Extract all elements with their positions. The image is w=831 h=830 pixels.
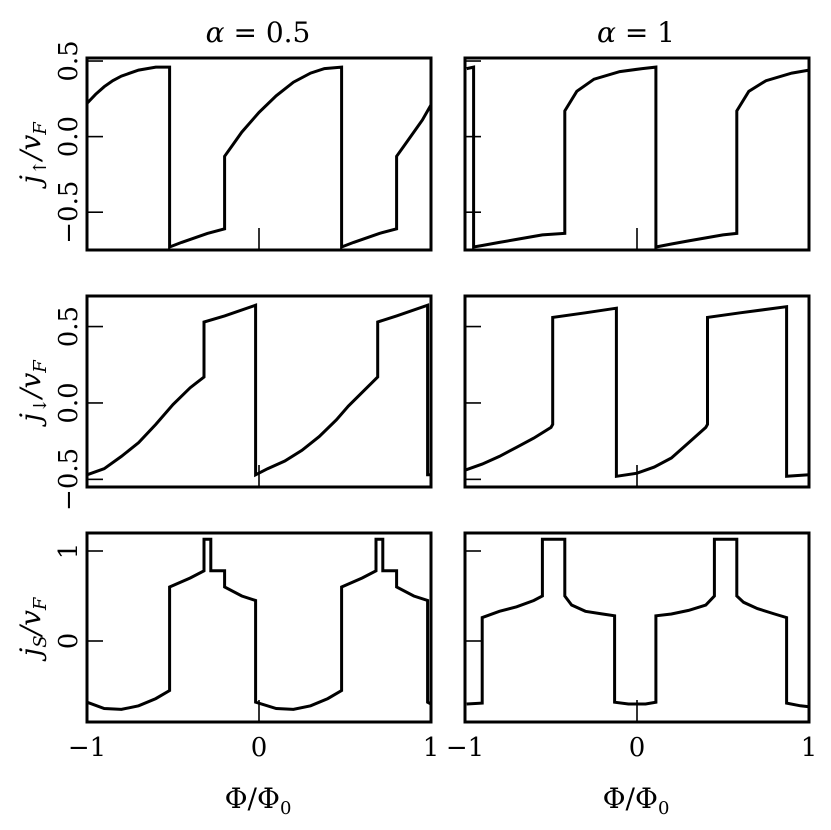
x-tick-label: 1 bbox=[423, 733, 440, 763]
y-tick-label: 0.5 bbox=[54, 306, 84, 347]
y-tick-label: 0.0 bbox=[54, 116, 84, 157]
axes-frame bbox=[85, 56, 433, 252]
xlabel-col-1: Φ/Φ0 bbox=[603, 782, 670, 819]
ylabel-row-2: jS/vF bbox=[14, 596, 51, 662]
col-title-0: α = 0.5 bbox=[206, 16, 311, 49]
y-tick-label: −0.5 bbox=[54, 181, 84, 244]
axes-frame bbox=[85, 294, 433, 489]
y-tick-label: 0 bbox=[54, 633, 84, 650]
axes-frame bbox=[463, 531, 811, 724]
col-title-1: α = 1 bbox=[597, 16, 675, 49]
panel-r1-c1 bbox=[463, 294, 811, 489]
y-tick-label: −0.5 bbox=[54, 448, 84, 511]
series-line-0 bbox=[466, 65, 810, 249]
x-tick-label: −1 bbox=[68, 733, 106, 763]
ylabel-row-1: j↓/vF bbox=[14, 359, 51, 428]
ylabel-row-0: j↑/vF bbox=[14, 121, 51, 190]
series-line-0 bbox=[464, 304, 810, 479]
x-tick-label: 1 bbox=[801, 733, 818, 763]
x-tick-label: −1 bbox=[446, 733, 484, 763]
x-tick-label: 0 bbox=[629, 733, 646, 763]
axes-frame bbox=[463, 294, 811, 489]
series-line-0 bbox=[86, 303, 431, 478]
series-line-0 bbox=[466, 537, 810, 709]
y-tick-label: 0.5 bbox=[54, 40, 84, 81]
panel-r0-c1 bbox=[463, 56, 811, 252]
axes-frame bbox=[85, 531, 433, 724]
panel-r2-c1: −1 0 1 bbox=[446, 531, 818, 763]
xlabel-col-0: Φ/Φ0 bbox=[225, 782, 292, 819]
y-tick-label: 0.0 bbox=[54, 382, 84, 423]
series-line-0 bbox=[86, 537, 432, 711]
panel-r0-c0: −0.5 0.0 0.5 bbox=[54, 40, 433, 252]
y-tick-label: 1 bbox=[54, 543, 84, 560]
panel-r1-c0: −0.5 0.0 0.5 bbox=[54, 294, 433, 511]
x-tick-label: 0 bbox=[251, 733, 268, 763]
panel-r2-c0: 0 1 −1 0 1 bbox=[54, 531, 440, 763]
series-line-0 bbox=[85, 65, 433, 250]
